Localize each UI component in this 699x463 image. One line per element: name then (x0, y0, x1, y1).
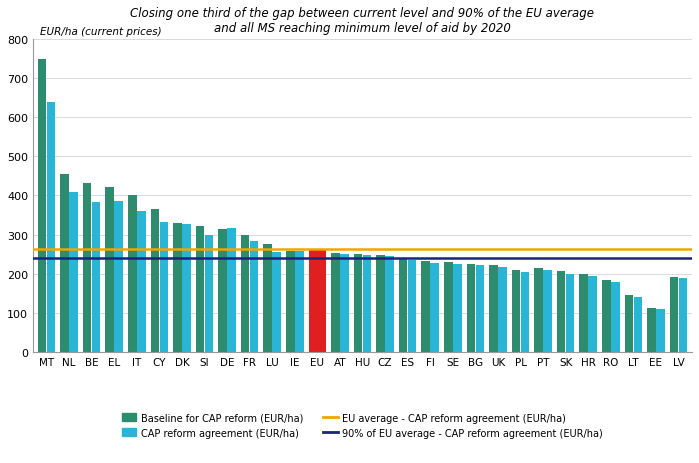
Legend: Baseline for CAP reform (EUR/ha), CAP reform agreement (EUR/ha), EU average - CA: Baseline for CAP reform (EUR/ha), CAP re… (122, 413, 603, 438)
Bar (286, 251, 294, 352)
Bar (566, 274, 575, 352)
Bar (611, 282, 619, 352)
Bar (241, 235, 250, 352)
Bar (60, 175, 69, 352)
Text: EUR/ha (current prices): EUR/ha (current prices) (40, 27, 161, 37)
Bar (106, 188, 114, 352)
Bar (431, 263, 439, 352)
Bar (408, 260, 417, 352)
Bar (182, 225, 191, 352)
Title: Closing one third of the gap between current level and 90% of the EU average
and: Closing one third of the gap between cur… (131, 7, 594, 35)
Bar (670, 277, 678, 352)
Bar (331, 253, 340, 352)
Bar (264, 245, 272, 352)
Bar (340, 255, 349, 352)
Bar (421, 262, 430, 352)
Bar (376, 255, 385, 352)
Bar (115, 202, 123, 352)
Bar (273, 252, 281, 352)
Bar (466, 265, 475, 352)
Bar (602, 281, 610, 352)
Bar (137, 212, 145, 352)
Bar (159, 223, 168, 352)
Bar (196, 226, 204, 352)
Bar (295, 251, 303, 352)
Bar (557, 272, 565, 352)
Bar (354, 255, 362, 352)
Bar (521, 272, 529, 352)
Bar (498, 267, 507, 352)
Bar (227, 229, 236, 352)
Bar (92, 203, 101, 352)
Bar (647, 308, 656, 352)
Bar (308, 250, 326, 352)
Bar (363, 255, 371, 352)
Bar (625, 295, 633, 352)
Bar (679, 279, 687, 352)
Bar (579, 275, 588, 352)
Bar (218, 229, 227, 352)
Bar (656, 309, 665, 352)
Bar (633, 297, 642, 352)
Bar (173, 223, 182, 352)
Bar (150, 210, 159, 352)
Bar (250, 241, 259, 352)
Bar (38, 60, 46, 352)
Bar (69, 193, 78, 352)
Bar (453, 265, 461, 352)
Bar (534, 269, 543, 352)
Bar (444, 263, 452, 352)
Bar (47, 102, 55, 352)
Bar (385, 257, 394, 352)
Bar (589, 277, 597, 352)
Bar (128, 196, 136, 352)
Bar (399, 258, 408, 352)
Bar (489, 265, 498, 352)
Bar (512, 270, 520, 352)
Bar (475, 265, 484, 352)
Bar (543, 270, 552, 352)
Bar (205, 236, 213, 352)
Bar (82, 183, 92, 352)
